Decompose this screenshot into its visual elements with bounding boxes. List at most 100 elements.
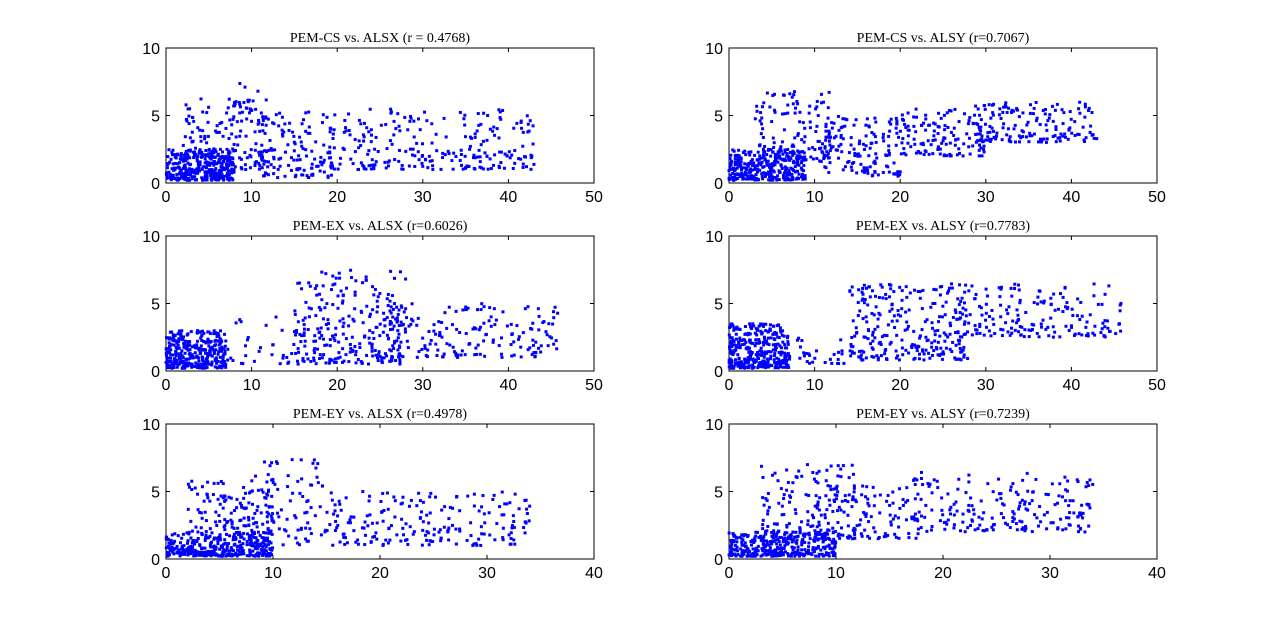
scatter-point <box>773 345 777 349</box>
scatter-point <box>1044 140 1048 144</box>
scatter-point <box>263 496 267 500</box>
scatter-point <box>499 117 503 121</box>
scatter-point <box>880 285 884 289</box>
scatter-point <box>418 516 422 520</box>
scatter-point <box>737 340 741 344</box>
scatter-point <box>283 174 287 178</box>
scatter-point <box>277 157 281 161</box>
scatter-point <box>313 157 317 161</box>
scatter-point <box>796 102 800 106</box>
scatter-point <box>203 137 207 141</box>
scatter-point <box>371 285 375 289</box>
scatter-point <box>747 170 751 174</box>
scatter-point <box>296 528 300 532</box>
scatter-point <box>194 346 198 350</box>
scatter-point <box>310 149 314 153</box>
scatter-point <box>235 497 239 501</box>
scatter-point <box>165 363 169 367</box>
scatter-point <box>918 296 922 300</box>
scatter-point <box>166 366 170 370</box>
scatter-point <box>445 342 449 346</box>
scatter-point <box>859 532 863 536</box>
scatter-point <box>338 276 342 280</box>
scatter-point <box>1002 503 1006 507</box>
scatter-point <box>982 144 986 148</box>
scatter-point <box>832 136 836 140</box>
scatter-point <box>826 106 830 110</box>
scatter-point <box>264 123 268 127</box>
scatter-point <box>348 133 352 137</box>
scatter-point <box>823 545 827 549</box>
scatter-point <box>777 169 781 173</box>
scatter-point <box>218 547 222 551</box>
scatter-point <box>388 322 392 326</box>
scatter-point <box>760 331 764 335</box>
scatter-point <box>1053 330 1057 334</box>
scatter-point <box>967 503 971 507</box>
scatter-point <box>861 358 865 362</box>
scatter-point <box>199 553 203 557</box>
scatter-point <box>232 535 236 539</box>
scatter-point <box>296 362 300 366</box>
scatter-point <box>807 531 811 535</box>
scatter-point <box>750 177 754 181</box>
scatter-point <box>322 170 326 174</box>
scatter-point <box>826 551 830 555</box>
scatter-point <box>919 526 923 530</box>
scatter-point <box>778 154 782 158</box>
scatter-point <box>204 341 208 345</box>
scatter-point <box>860 349 864 353</box>
scatter-point <box>762 335 766 339</box>
scatter-point <box>213 536 217 540</box>
scatter-point <box>501 109 505 113</box>
scatter-point <box>925 529 929 533</box>
scatter-point <box>828 547 832 551</box>
scatter-point <box>226 106 230 110</box>
scatter-point <box>260 143 264 147</box>
scatter-point <box>1008 135 1012 139</box>
scatter-point <box>372 164 376 168</box>
scatter-point <box>1018 501 1022 505</box>
scatter-point <box>248 543 252 547</box>
scatter-point <box>941 513 945 517</box>
scatter-point <box>428 539 432 543</box>
scatter-point <box>749 167 753 171</box>
scatter-point <box>815 105 819 109</box>
scatter-point <box>198 510 202 514</box>
scatter-point <box>316 347 320 351</box>
scatter-point <box>230 176 234 180</box>
scatter-point <box>979 306 983 310</box>
scatter-point <box>327 361 331 365</box>
scatter-point <box>743 541 747 545</box>
scatter-point <box>219 168 223 172</box>
scatter-point <box>737 360 741 364</box>
scatter-point <box>310 166 314 170</box>
scatter-point <box>500 513 504 517</box>
scatter-point <box>264 172 268 176</box>
scatter-point <box>757 357 761 361</box>
scatter-point <box>209 174 213 178</box>
scatter-point <box>756 352 760 356</box>
scatter-point <box>185 171 189 175</box>
scatter-point <box>750 543 754 547</box>
scatter-point <box>242 496 246 500</box>
scatter-point <box>172 357 176 361</box>
scatter-point <box>755 553 759 557</box>
scatter-point <box>783 357 787 361</box>
scatter-point <box>378 292 382 296</box>
scatter-point <box>1026 489 1030 493</box>
scatter-point <box>779 145 783 149</box>
y-tick-label: 5 <box>151 297 160 314</box>
scatter-point <box>512 340 516 344</box>
scatter-point <box>773 110 777 114</box>
scatter-point <box>769 154 773 158</box>
scatter-point <box>372 293 376 297</box>
scatter-point <box>999 303 1003 307</box>
scatter-point <box>463 135 467 139</box>
scatter-point <box>790 95 794 99</box>
scatter-point <box>754 546 758 550</box>
scatter-point <box>889 523 893 527</box>
scatter-point <box>922 352 926 356</box>
scatter-point <box>306 499 310 503</box>
scatter-point <box>864 144 868 148</box>
